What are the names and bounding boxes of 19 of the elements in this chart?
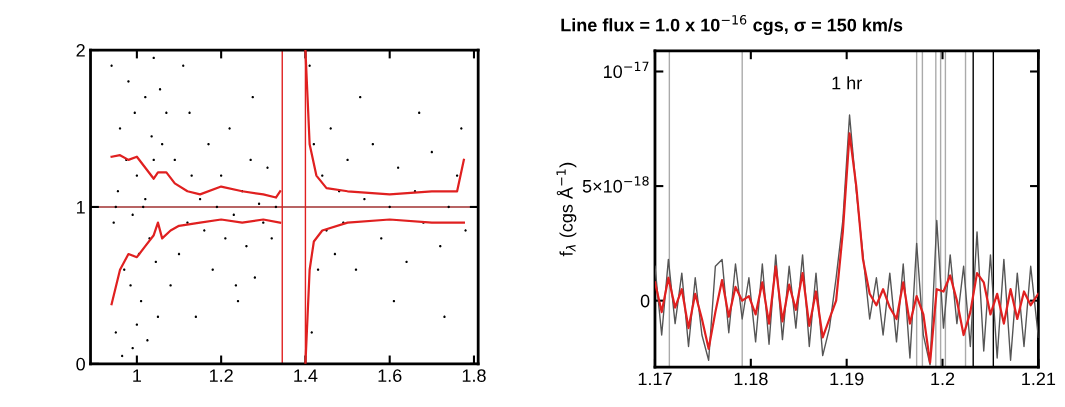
x-tick-label: 1.2 xyxy=(931,372,955,386)
x-tick-label: 1.17 xyxy=(638,372,672,386)
x-tick-label: 1.6 xyxy=(378,369,402,382)
x-tick-label: 1.2 xyxy=(209,369,233,382)
y-tick-label: 10$^{−17}$ xyxy=(604,61,649,79)
y-axis-title: f$_{λ}$ (cgs Å$^{−1}$) xyxy=(556,162,577,257)
annotation: 1 hr xyxy=(832,76,862,90)
x-tick-label: 1.4 xyxy=(294,369,318,382)
y-tick-label: 1 xyxy=(77,201,85,214)
x-tick-label: 1 xyxy=(133,369,142,382)
x-tick-label: 1.19 xyxy=(830,372,864,386)
y-tick-label: 0 xyxy=(76,357,85,371)
x-tick-label: 1.21 xyxy=(1022,372,1056,386)
y-tick-label: 0 xyxy=(640,294,650,308)
x-tick-label: 1.18 xyxy=(734,372,768,386)
y-tick-label: 5×10$^{−18}$ xyxy=(582,176,649,193)
x-tick-label: 1.8 xyxy=(462,369,486,382)
y-tick-label: 2 xyxy=(76,44,85,57)
chart-title: Line flux = 1.0 x 10$^{−16}$ cgs, σ = 150 km/s xyxy=(561,15,903,36)
